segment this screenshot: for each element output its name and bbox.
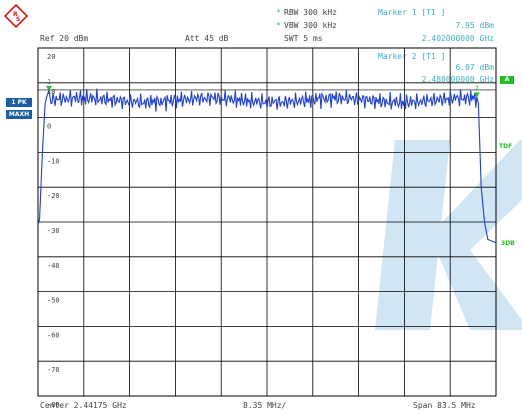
y-tick-label: -20 [47, 192, 60, 200]
marker1-level: 7.95 dBm [455, 21, 494, 30]
frequency-per-division: 8.35 MHz/ [243, 401, 287, 410]
y-tick-label: -70 [47, 366, 60, 374]
y-tick-label: -60 [47, 331, 60, 339]
y-tick-label: 20 [47, 53, 55, 61]
marker1-title: Marker 1 [T1 ] [378, 8, 446, 17]
y-tick-label: 10 [47, 88, 55, 96]
marker2-level: 6.07 dBm [455, 63, 494, 72]
svg-text:S: S [16, 16, 20, 23]
grid [37, 47, 497, 397]
3db-tag: 3DB [501, 240, 515, 247]
y-tick-labels: 20 10 0 -10 -20 -30 -40 -50 -60 -70 -80 [47, 53, 60, 409]
trace-mode-label: MAXH [6, 110, 32, 119]
attenuation: Att 45 dB [185, 34, 229, 43]
trace-detector-label: 1 PK [6, 98, 32, 107]
y-tick-label: 0 [47, 123, 51, 131]
marker-1-icon [45, 85, 52, 91]
reference-level: Ref 20 dBm [40, 34, 89, 43]
frequency-span: Span 83.5 MHz [413, 401, 476, 410]
y-tick-label: -50 [47, 297, 60, 305]
marker-1-label: 1 [47, 78, 51, 86]
y-tick-label: -40 [47, 262, 60, 270]
vbw-setting: VBW 300 kHz [284, 21, 337, 30]
tdf-tag: TDF [499, 143, 513, 150]
rs-logo-icon: R S [4, 4, 28, 28]
y-tick-label: -80 [47, 401, 60, 409]
marker2-frequency: 2.480000000 GHz [421, 75, 494, 84]
marker1-frequency: 2.402000000 GHz [421, 34, 494, 43]
sweep-time: SWT 5 ms [284, 34, 323, 43]
marker-2-label: 2 [475, 84, 479, 92]
y-tick-label: -30 [47, 227, 60, 235]
y-tick-label: -10 [47, 157, 60, 165]
trace-a-tag: A [500, 76, 514, 84]
rbw-star: * [276, 8, 281, 17]
rbw-setting: RBW 300 kHz [284, 8, 337, 17]
markers: 12 [45, 78, 480, 98]
center-frequency: Center 2.44175 GHz [40, 401, 127, 410]
vbw-star: * [276, 21, 281, 30]
svg-text:R: R [13, 11, 18, 18]
marker2-title: Marker 2 [T1 ] [378, 52, 446, 61]
spectrum-trace [37, 88, 497, 244]
marker-2-icon [473, 92, 480, 98]
